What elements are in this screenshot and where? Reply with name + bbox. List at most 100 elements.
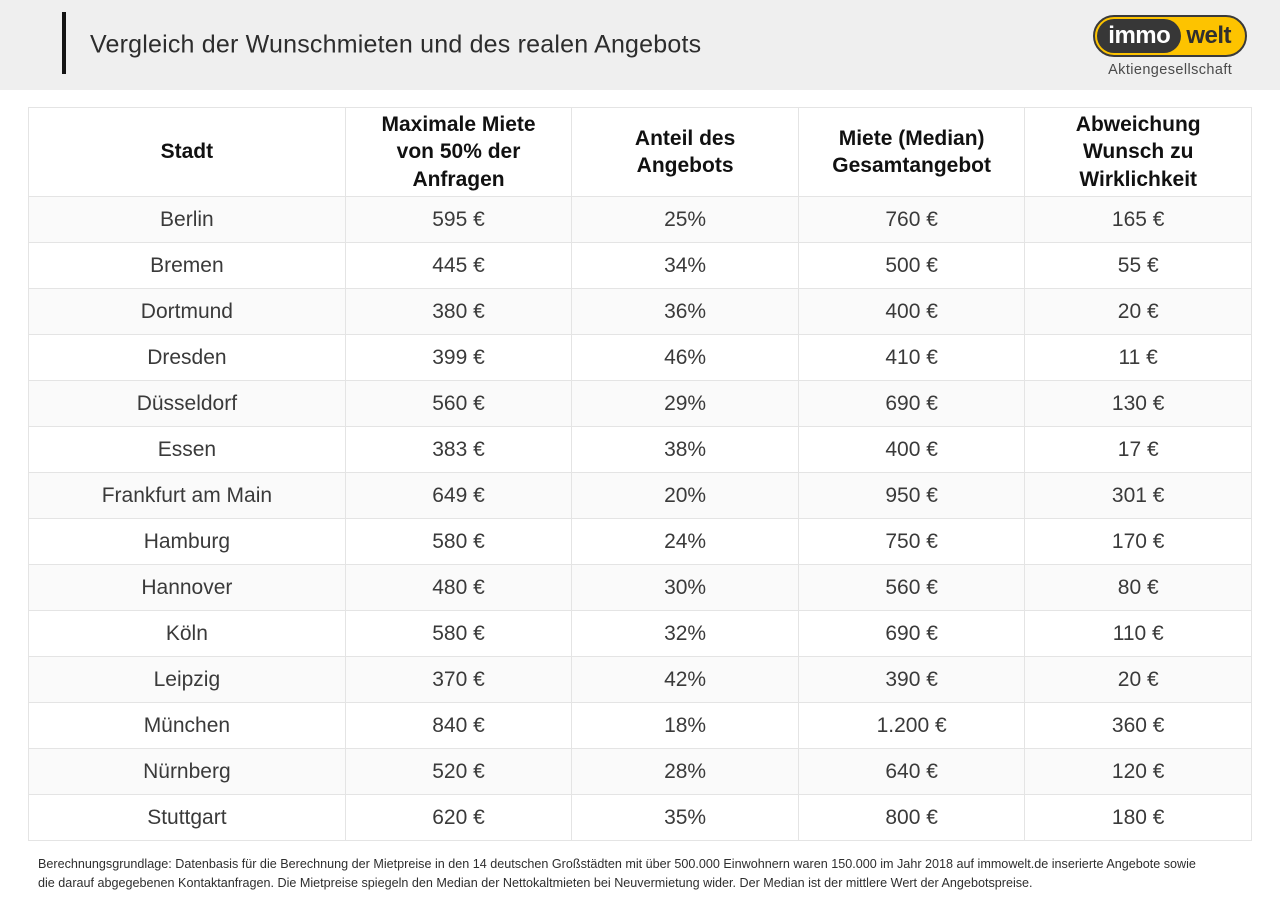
table-header-row: Stadt Maximale Miete von 50% der Anfragen… xyxy=(28,107,1252,197)
value-cell: 165 € xyxy=(1024,196,1252,243)
column-header: Stadt xyxy=(28,107,346,197)
table-row: Leipzig 370 €42% 390 €20 € xyxy=(28,656,1252,703)
table-body: Berlin 595 €25% 760 €165 € Bremen 445 €34% 50… xyxy=(28,196,1252,841)
value-cell: 750 € xyxy=(797,518,1026,565)
value-cell: 520 € xyxy=(344,748,573,795)
city-cell: Düsseldorf xyxy=(28,380,346,427)
value-cell: 580 € xyxy=(344,518,573,565)
value-cell: 32% xyxy=(571,610,799,657)
value-cell: 383 € xyxy=(344,426,573,473)
value-cell: 390 € xyxy=(797,656,1026,703)
table-row: Essen 383 €38% 400 €17 € xyxy=(28,426,1252,473)
value-cell: 34% xyxy=(571,242,799,289)
city-cell: Köln xyxy=(28,610,346,657)
value-cell: 17 € xyxy=(1024,426,1252,473)
column-header: Anteil des Angebots xyxy=(571,107,799,197)
value-cell: 690 € xyxy=(797,380,1026,427)
rent-comparison-table: Stadt Maximale Miete von 50% der Anfragen… xyxy=(28,107,1252,841)
logo-welt-segment: welt xyxy=(1186,22,1231,49)
value-cell: 400 € xyxy=(797,426,1026,473)
value-cell: 28% xyxy=(571,748,799,795)
city-cell: Hamburg xyxy=(28,518,346,565)
value-cell: 950 € xyxy=(797,472,1026,519)
table-row: Düsseldorf 560 €29% 690 €130 € xyxy=(28,380,1252,427)
table-row: Berlin 595 €25% 760 €165 € xyxy=(28,196,1252,243)
column-header: Miete (Median) Gesamtangebot xyxy=(797,107,1026,197)
city-cell: Essen xyxy=(28,426,346,473)
value-cell: 24% xyxy=(571,518,799,565)
page-title: Vergleich der Wunschmieten und des reale… xyxy=(90,30,702,59)
value-cell: 480 € xyxy=(344,564,573,611)
value-cell: 180 € xyxy=(1024,794,1252,841)
value-cell: 399 € xyxy=(344,334,573,381)
value-cell: 25% xyxy=(571,196,799,243)
value-cell: 20 € xyxy=(1024,656,1252,703)
value-cell: 370 € xyxy=(344,656,573,703)
value-cell: 29% xyxy=(571,380,799,427)
value-cell: 380 € xyxy=(344,288,573,335)
value-cell: 760 € xyxy=(797,196,1026,243)
value-cell: 46% xyxy=(571,334,799,381)
logo-subtitle: Aktiengesellschaft xyxy=(1108,62,1233,78)
value-cell: 620 € xyxy=(344,794,573,841)
title-accent-bar xyxy=(62,12,66,74)
value-cell: 580 € xyxy=(344,610,573,657)
value-cell: 20 € xyxy=(1024,288,1252,335)
value-cell: 80 € xyxy=(1024,564,1252,611)
value-cell: 170 € xyxy=(1024,518,1252,565)
value-cell: 560 € xyxy=(797,564,1026,611)
value-cell: 800 € xyxy=(797,794,1026,841)
value-cell: 20% xyxy=(571,472,799,519)
table-row: Bremen 445 €34% 500 €55 € xyxy=(28,242,1252,289)
table-row: Dortmund 380 €36% 400 €20 € xyxy=(28,288,1252,335)
table-row: Stuttgart 620 €35% 800 €180 € xyxy=(28,794,1252,841)
immowelt-logo: immo welt Aktiengesellschaft xyxy=(1093,15,1247,78)
logo-immo-segment: immo xyxy=(1097,19,1182,53)
table-row: Hannover 480 €30% 560 €80 € xyxy=(28,564,1252,611)
value-cell: 400 € xyxy=(797,288,1026,335)
column-header: Maximale Miete von 50% der Anfragen xyxy=(344,107,573,197)
city-cell: Hannover xyxy=(28,564,346,611)
value-cell: 410 € xyxy=(797,334,1026,381)
city-cell: Leipzig xyxy=(28,656,346,703)
city-cell: Nürnberg xyxy=(28,748,346,795)
value-cell: 840 € xyxy=(344,702,573,749)
table-row: Hamburg 580 €24% 750 €170 € xyxy=(28,518,1252,565)
table-row: Köln 580 €32% 690 €110 € xyxy=(28,610,1252,657)
city-cell: Dortmund xyxy=(28,288,346,335)
value-cell: 30% xyxy=(571,564,799,611)
table-row: Frankfurt am Main 649 €20% 950 €301 € xyxy=(28,472,1252,519)
value-cell: 55 € xyxy=(1024,242,1252,289)
city-cell: Stuttgart xyxy=(28,794,346,841)
value-cell: 640 € xyxy=(797,748,1026,795)
rent-comparison-table-wrap: Stadt Maximale Miete von 50% der Anfragen… xyxy=(28,107,1252,841)
value-cell: 649 € xyxy=(344,472,573,519)
value-cell: 445 € xyxy=(344,242,573,289)
value-cell: 500 € xyxy=(797,242,1026,289)
value-cell: 36% xyxy=(571,288,799,335)
value-cell: 11 € xyxy=(1024,334,1252,381)
city-cell: Frankfurt am Main xyxy=(28,472,346,519)
city-cell: Berlin xyxy=(28,196,346,243)
value-cell: 18% xyxy=(571,702,799,749)
value-cell: 360 € xyxy=(1024,702,1252,749)
value-cell: 35% xyxy=(571,794,799,841)
value-cell: 42% xyxy=(571,656,799,703)
value-cell: 301 € xyxy=(1024,472,1252,519)
value-cell: 110 € xyxy=(1024,610,1252,657)
immowelt-logo-pill: immo welt xyxy=(1093,15,1247,57)
column-header: Abweichung Wunsch zu Wirklichkeit xyxy=(1024,107,1252,197)
value-cell: 1.200 € xyxy=(797,702,1026,749)
value-cell: 595 € xyxy=(344,196,573,243)
footnote: Berechnungsgrundlage: Datenbasis für die… xyxy=(38,857,1196,890)
value-cell: 120 € xyxy=(1024,748,1252,795)
city-cell: Bremen xyxy=(28,242,346,289)
value-cell: 130 € xyxy=(1024,380,1252,427)
table-row: Nürnberg 520 €28% 640 €120 € xyxy=(28,748,1252,795)
city-cell: München xyxy=(28,702,346,749)
table-row: München 840 €18% 1.200 €360 € xyxy=(28,702,1252,749)
table-row: Dresden 399 €46% 410 €11 € xyxy=(28,334,1252,381)
value-cell: 690 € xyxy=(797,610,1026,657)
topbar: Vergleich der Wunschmieten und des reale… xyxy=(0,0,1280,90)
city-cell: Dresden xyxy=(28,334,346,381)
